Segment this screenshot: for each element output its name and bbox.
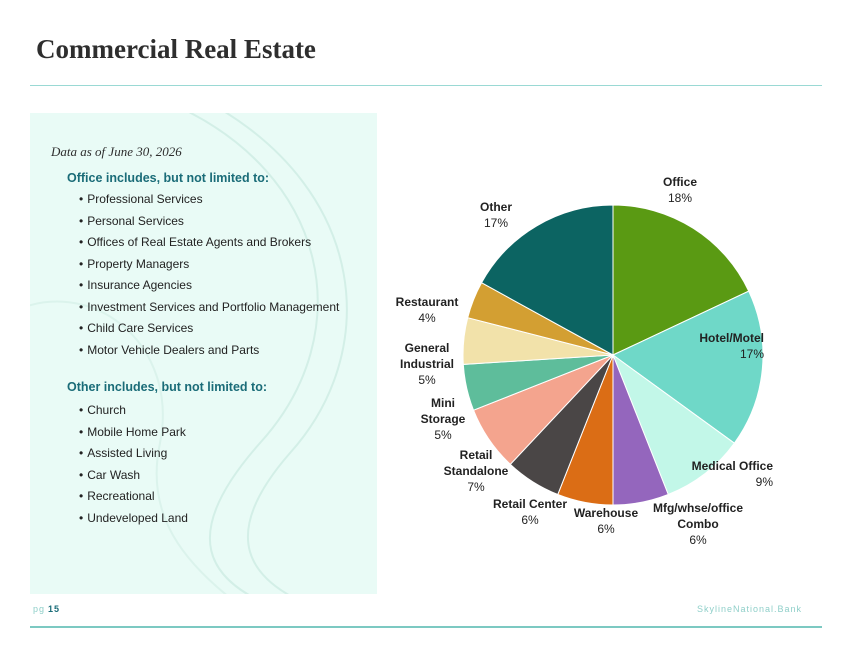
pie-slice-hotel-motel bbox=[612, 290, 764, 444]
pie-slice-medical-office bbox=[611, 353, 736, 496]
other-list: ChurchMobile Home ParkAssisted LivingCar… bbox=[79, 403, 188, 532]
other-list-item: Car Wash bbox=[79, 468, 188, 490]
other-list-item: Recreational bbox=[79, 489, 188, 511]
slice-label: Retail Standalone 7% bbox=[444, 448, 509, 494]
slice-label: General Industrial 5% bbox=[400, 341, 454, 387]
office-list-item: Child Care Services bbox=[79, 321, 339, 343]
office-list: Professional ServicesPersonal ServicesOf… bbox=[79, 192, 339, 364]
office-heading: Office includes, but not limited to: bbox=[67, 171, 270, 185]
slice-label: Office 18% bbox=[663, 175, 697, 205]
slice-label: Warehouse 6% bbox=[574, 506, 639, 536]
other-list-item: Church bbox=[79, 403, 188, 425]
office-list-item: Offices of Real Estate Agents and Broker… bbox=[79, 235, 339, 257]
page-title: Commercial Real Estate bbox=[36, 34, 316, 64]
office-list-item: Investment Services and Portfolio Manage… bbox=[79, 300, 339, 322]
slice-label: Hotel/Motel 17% bbox=[699, 331, 764, 361]
other-list-item: Assisted Living bbox=[79, 446, 188, 468]
pie-slice-other bbox=[480, 204, 614, 356]
pie-slice-office bbox=[612, 204, 750, 356]
slice-label: Medical Office 9% bbox=[692, 459, 774, 489]
page-number-value: 15 bbox=[48, 604, 61, 614]
pie-chart: Office 18% Hotel/Motel 17% Medical Office 9% M… bbox=[396, 175, 774, 547]
office-list-item: Property Managers bbox=[79, 257, 339, 279]
other-list-item: Undeveloped Land bbox=[79, 511, 188, 533]
office-list-item: Personal Services bbox=[79, 214, 339, 236]
brand-footer: SkylineNational.Bank bbox=[696, 604, 802, 614]
date-note: Data as of June 30, 2026 bbox=[51, 144, 182, 159]
slice-label: Mini Storage 5% bbox=[421, 396, 466, 442]
info-panel: Data as of June 30, 2026 Office includes… bbox=[30, 113, 377, 594]
slice-label: Other 17% bbox=[480, 200, 512, 230]
header-divider bbox=[30, 85, 822, 86]
office-list-item: Professional Services bbox=[79, 192, 339, 214]
other-heading: Other includes, but not limited to: bbox=[67, 380, 267, 394]
other-list-item: Mobile Home Park bbox=[79, 425, 188, 447]
slice-label: Mfg/whse/office Combo 6% bbox=[653, 501, 743, 547]
slice-label: Restaurant 4% bbox=[396, 295, 459, 325]
footer-divider bbox=[30, 626, 822, 628]
page-number: pg 15 bbox=[33, 604, 60, 614]
office-list-item: Insurance Agencies bbox=[79, 278, 339, 300]
office-list-item: Motor Vehicle Dealers and Parts bbox=[79, 343, 339, 365]
page-prefix: pg bbox=[33, 604, 46, 614]
slice-label: Retail Center 6% bbox=[493, 497, 567, 527]
